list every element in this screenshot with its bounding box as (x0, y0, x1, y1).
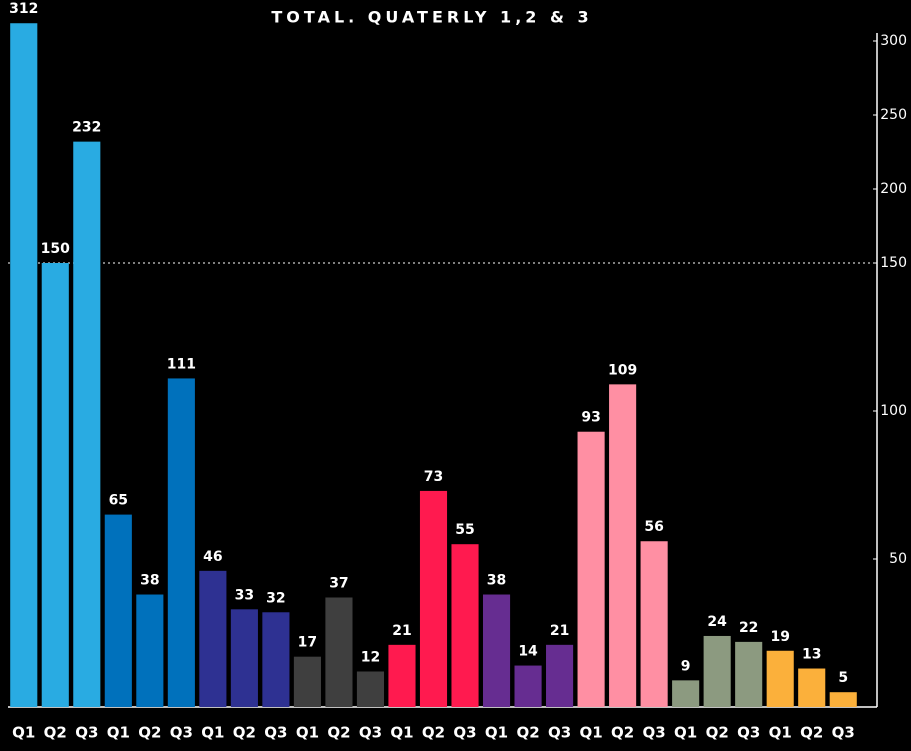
bar (609, 384, 637, 707)
x-tick-label: Q3 (453, 724, 476, 742)
x-tick-label: Q2 (516, 724, 539, 742)
value-label: 73 (424, 469, 443, 485)
bar (199, 570, 227, 707)
value-label: 109 (608, 362, 637, 378)
x-tick-label: Q3 (264, 724, 287, 742)
x-tick-label: Q3 (170, 724, 193, 742)
bar (388, 644, 416, 707)
bar (451, 544, 479, 707)
value-label: 17 (298, 635, 317, 651)
bar (104, 514, 132, 707)
x-tick-label: Q2 (233, 724, 256, 742)
value-label: 33 (235, 587, 254, 603)
bar (798, 668, 826, 707)
x-tick-label: Q3 (832, 724, 855, 742)
x-tick-label: Q2 (611, 724, 634, 742)
value-label: 12 (361, 649, 380, 665)
value-label: 312 (9, 1, 38, 17)
value-label: 32 (266, 590, 285, 606)
value-label: 5 (838, 670, 848, 686)
x-tick-label: Q2 (44, 724, 67, 742)
value-label: 24 (707, 614, 727, 630)
bar (577, 431, 605, 707)
bar (514, 665, 542, 707)
x-tick-label: Q2 (706, 724, 729, 742)
value-label: 65 (109, 493, 128, 509)
value-label: 56 (644, 519, 663, 535)
bar (735, 641, 763, 707)
value-label: 14 (518, 644, 538, 660)
x-tick-label: Q2 (138, 724, 161, 742)
value-label: 111 (167, 356, 196, 372)
x-tick-label: Q3 (737, 724, 760, 742)
y-tick-label: 50 (889, 551, 907, 567)
x-tick-label: Q1 (296, 724, 319, 742)
bar (766, 650, 794, 707)
value-label: 19 (770, 629, 789, 645)
x-tick-label: Q3 (75, 724, 98, 742)
value-label: 55 (455, 522, 474, 538)
y-tick-label: 150 (880, 255, 907, 271)
bar (640, 541, 668, 707)
value-label: 232 (72, 120, 101, 136)
chart-title: TOTAL. QUATERLY 1,2 & 3 (271, 8, 592, 27)
y-tick-label: 200 (880, 181, 907, 197)
x-tick-label: Q1 (390, 724, 413, 742)
x-tick-label: Q1 (674, 724, 697, 742)
x-tick-label: Q1 (201, 724, 224, 742)
value-label: 38 (140, 573, 159, 589)
bar (829, 692, 857, 707)
value-label: 38 (487, 573, 506, 589)
x-tick-label: Q1 (12, 724, 35, 742)
bar (356, 671, 385, 707)
value-label: 9 (681, 658, 691, 674)
value-label: 13 (802, 647, 821, 663)
y-tick-label: 100 (880, 403, 907, 419)
bar (293, 656, 321, 707)
bar (10, 23, 38, 708)
value-label: 93 (581, 410, 600, 426)
x-tick-label: Q2 (327, 724, 350, 742)
x-tick-label: Q1 (579, 724, 602, 742)
x-tick-label: Q2 (800, 724, 823, 742)
x-tick-label: Q3 (548, 724, 571, 742)
bar (546, 644, 574, 707)
value-label: 21 (550, 623, 569, 639)
bar (419, 490, 448, 707)
bar (167, 378, 195, 707)
value-label: 37 (329, 575, 348, 591)
value-label: 150 (41, 241, 70, 257)
y-tick-label: 250 (880, 107, 907, 123)
x-tick-label: Q3 (643, 724, 666, 742)
bar (672, 680, 700, 707)
bar (41, 263, 69, 707)
bar (482, 594, 511, 707)
value-label: 46 (203, 549, 222, 565)
value-label: 21 (392, 623, 411, 639)
y-tick-label: 300 (880, 33, 907, 49)
bar (230, 609, 258, 707)
bar (262, 612, 290, 707)
x-tick-label: Q1 (485, 724, 508, 742)
x-tick-label: Q2 (422, 724, 445, 742)
x-tick-label: Q1 (769, 724, 792, 742)
bar (703, 635, 731, 707)
value-label: 22 (739, 620, 758, 636)
bar (73, 141, 101, 707)
x-tick-label: Q1 (107, 724, 130, 742)
x-tick-label: Q3 (359, 724, 382, 742)
bar (136, 594, 164, 707)
bar (325, 597, 353, 707)
